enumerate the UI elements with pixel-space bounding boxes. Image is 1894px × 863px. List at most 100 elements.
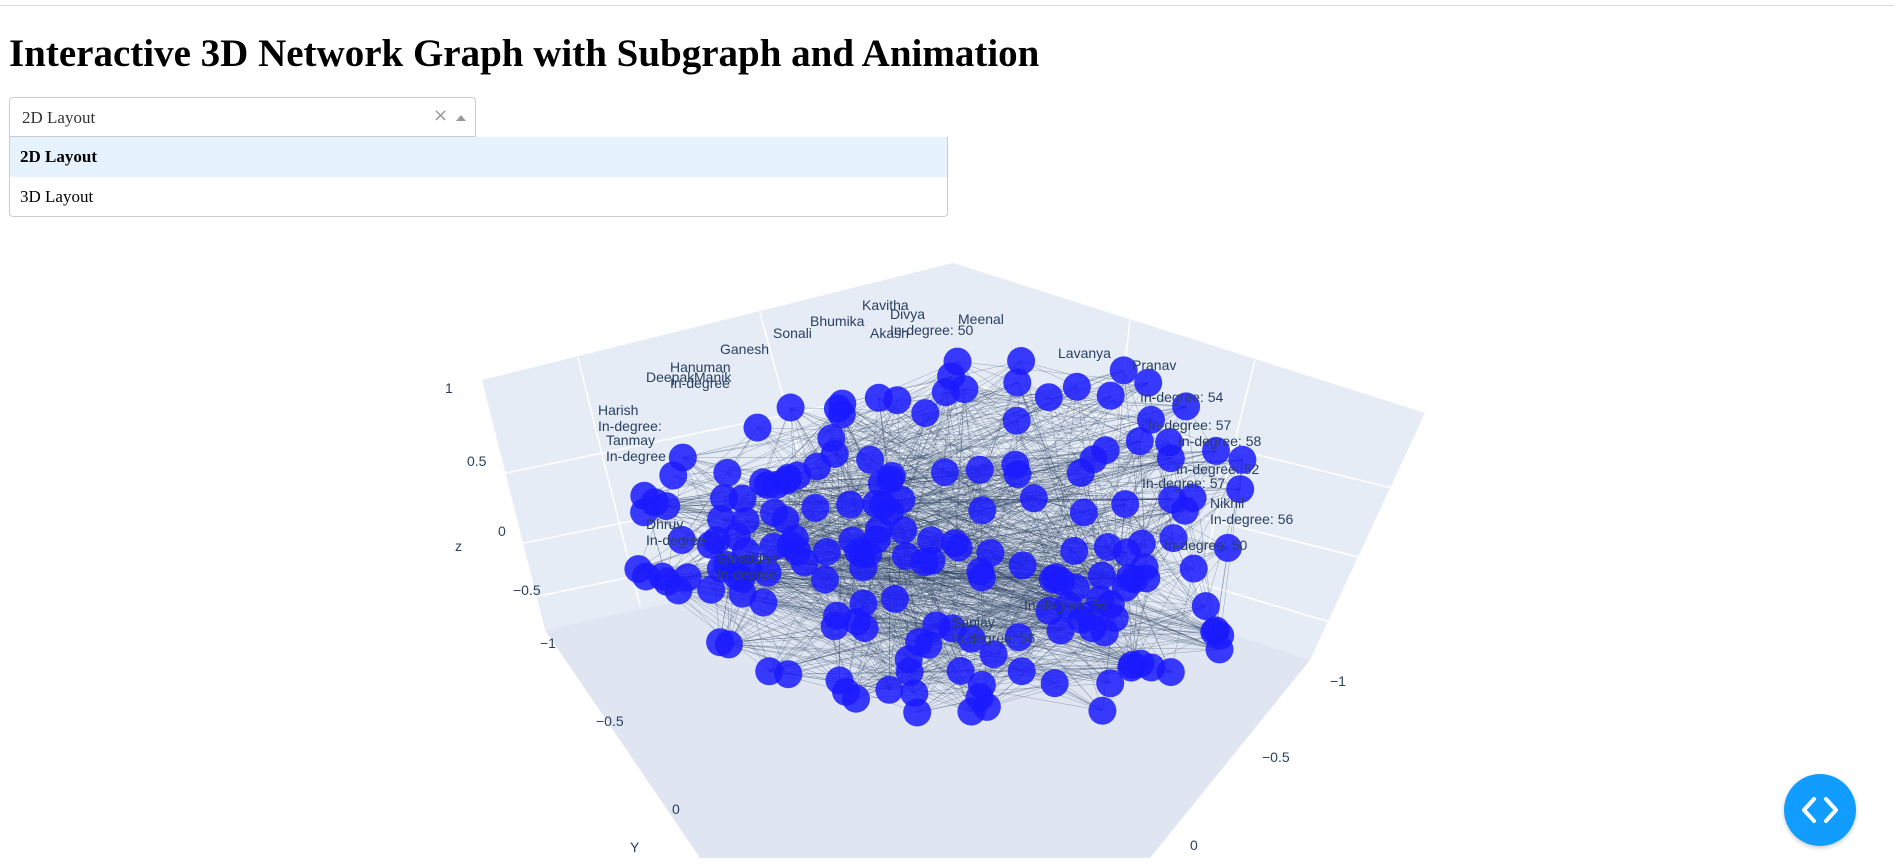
node-name-label: Meenal [958, 311, 1004, 327]
graph-node[interactable] [1020, 484, 1048, 512]
graph-node[interactable] [715, 630, 743, 658]
graph-node[interactable] [945, 533, 973, 561]
graph-node[interactable] [944, 348, 972, 376]
graph-node[interactable] [1070, 499, 1098, 527]
z-tick-label: −1 [540, 635, 556, 651]
node-name-label: Sanjay [952, 614, 995, 630]
graph-node[interactable] [713, 459, 741, 487]
z-tick-label: −0.5 [513, 582, 541, 598]
graph-node[interactable] [801, 494, 829, 522]
graph-node[interactable] [1079, 445, 1107, 473]
x-tick-label: −0.5 [1262, 749, 1290, 765]
node-name-label: Dhruv [646, 516, 683, 532]
graph-node[interactable] [749, 589, 777, 617]
x-tick-label: 0 [1190, 837, 1198, 853]
graph-node[interactable] [905, 628, 933, 656]
graph-node[interactable] [1009, 551, 1037, 579]
graph-node[interactable] [911, 399, 939, 427]
layout-dropdown-menu: 2D Layout 3D Layout [9, 137, 948, 217]
graph-node[interactable] [896, 658, 924, 686]
graph-node[interactable] [878, 462, 906, 490]
node-name-label: Bhumika [810, 313, 865, 329]
graph-node[interactable] [1042, 563, 1070, 591]
graph-node[interactable] [976, 539, 1004, 567]
graph-node[interactable] [777, 394, 805, 422]
graph-node[interactable] [1088, 697, 1116, 725]
graph-node[interactable] [1088, 562, 1116, 590]
graph-node[interactable] [968, 496, 996, 524]
graph-node[interactable] [903, 699, 931, 727]
graph-node[interactable] [843, 608, 871, 636]
graph-node[interactable] [1180, 555, 1208, 583]
node-degree-label: In-degree: 56 [1024, 597, 1107, 613]
graph-node[interactable] [1202, 616, 1230, 644]
x-tick-label: −1 [1330, 673, 1346, 689]
node-name-label: Sonali [773, 325, 812, 341]
node-degree-label: In-degree: 56 [952, 630, 1035, 646]
graph-node[interactable] [1041, 669, 1069, 697]
z-tick-label: 0 [498, 523, 506, 539]
graph-node[interactable] [811, 566, 839, 594]
graph-node[interactable] [883, 386, 911, 414]
graph-node[interactable] [1047, 617, 1075, 645]
node-degree-label: In-degree: 56 [1210, 511, 1293, 527]
graph-node[interactable] [826, 666, 854, 694]
option-2d-layout[interactable]: 2D Layout [10, 137, 947, 177]
graph-node[interactable] [1097, 382, 1125, 410]
graph-node[interactable] [917, 526, 945, 554]
graph-node[interactable] [653, 568, 681, 596]
node-name-label: Lavanya [1058, 345, 1111, 361]
graph-node[interactable] [881, 585, 909, 613]
graph-node[interactable] [1003, 407, 1031, 435]
layout-dropdown-value: 2D Layout [22, 108, 95, 128]
node-name-label: Divya [890, 306, 925, 322]
graph-node[interactable] [892, 542, 920, 570]
graph-node[interactable] [1157, 658, 1185, 686]
page-title: Interactive 3D Network Graph with Subgra… [9, 32, 1039, 76]
caret-up-icon[interactable] [456, 115, 466, 121]
layout-dropdown[interactable]: 2D Layout × [9, 97, 476, 137]
node-degree-label: In-degree: 58 [1178, 433, 1261, 449]
graph-node[interactable] [813, 538, 841, 566]
node-degree-label: In-degree: 57 [1148, 417, 1231, 433]
graph-node[interactable] [876, 498, 904, 526]
graph-node[interactable] [1003, 369, 1031, 397]
graph-node[interactable] [966, 456, 994, 484]
graph-node[interactable] [1001, 451, 1029, 479]
graph-node[interactable] [1035, 383, 1063, 411]
graph-node[interactable] [1063, 373, 1091, 401]
graph-node[interactable] [755, 657, 783, 685]
graph-node[interactable] [772, 506, 800, 534]
clear-icon[interactable]: × [433, 105, 448, 126]
graph-node[interactable] [744, 414, 772, 442]
debug-menu-button[interactable] [1784, 774, 1856, 846]
graph-node[interactable] [1118, 651, 1146, 679]
z-tick-label: 1 [445, 380, 453, 396]
graph-node[interactable] [1192, 592, 1220, 620]
node-name-label: Manik [694, 369, 732, 385]
graph-node[interactable] [1116, 564, 1144, 592]
graph-node[interactable] [624, 555, 652, 583]
code-brackets-icon [1800, 795, 1840, 825]
graph-node[interactable] [836, 491, 864, 519]
graph-node[interactable] [1094, 533, 1122, 561]
node-name-label: Akash [870, 325, 909, 341]
graph-node[interactable] [947, 657, 975, 685]
graph-node[interactable] [1008, 657, 1036, 685]
graph-node[interactable] [824, 395, 852, 423]
node-name-label: Ganesh [720, 341, 769, 357]
graph-node[interactable] [1111, 490, 1139, 518]
graph-node[interactable] [839, 527, 867, 555]
graph-node[interactable] [1060, 537, 1088, 565]
graph-node[interactable] [659, 461, 687, 489]
y-tick-label: −0.5 [596, 713, 624, 729]
node-name-label: Shraddha [717, 550, 778, 566]
node-name-label: Nikhil [1210, 495, 1244, 511]
node-degree-label: In-degree: 54 [1140, 389, 1223, 405]
graph-node[interactable] [931, 458, 959, 486]
y-tick-label: 0 [672, 801, 680, 817]
option-3d-layout[interactable]: 3D Layout [10, 177, 947, 217]
graph-node[interactable] [803, 453, 831, 481]
